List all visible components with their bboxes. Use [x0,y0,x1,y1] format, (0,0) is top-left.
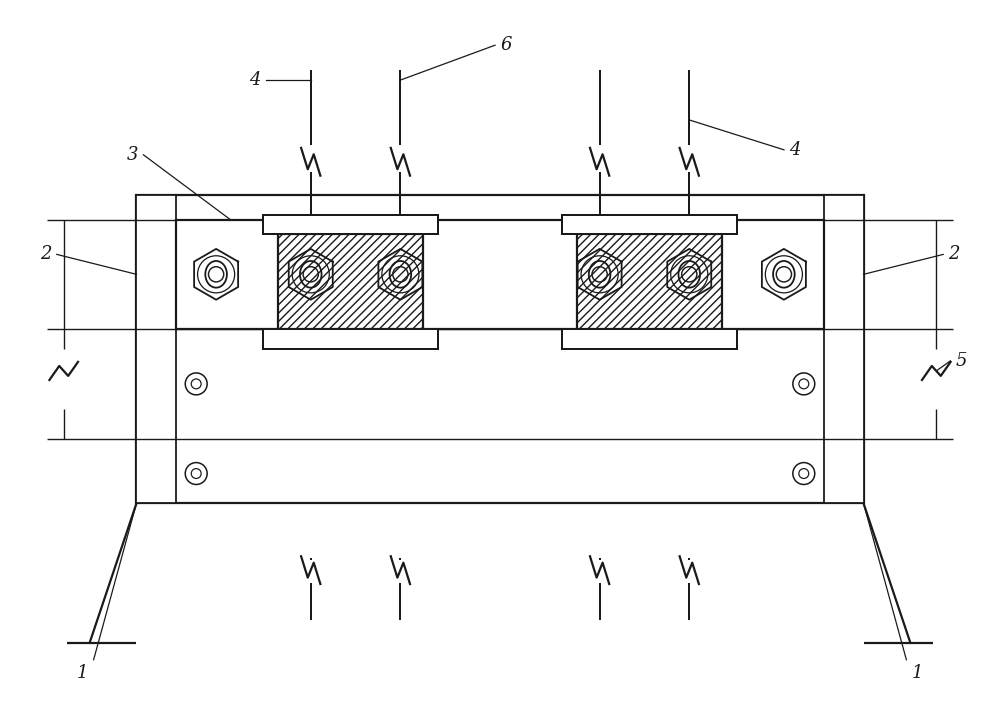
Bar [824,195,864,503]
Bar [136,195,176,503]
Bar [263,329,438,349]
Text: 4: 4 [249,71,261,89]
Bar [176,220,824,329]
Text: 4: 4 [789,141,800,159]
Text: 3: 3 [127,146,138,164]
Bar [136,195,864,503]
Text: 2: 2 [948,245,960,264]
Bar [278,235,423,329]
Text: 2: 2 [40,245,52,264]
Bar [577,235,722,329]
Text: 5: 5 [955,352,967,370]
Text: 1: 1 [77,664,89,682]
Bar [263,215,438,235]
Bar [562,215,737,235]
Text: 1: 1 [911,664,923,682]
Bar [562,329,737,349]
Text: 6: 6 [500,36,512,54]
